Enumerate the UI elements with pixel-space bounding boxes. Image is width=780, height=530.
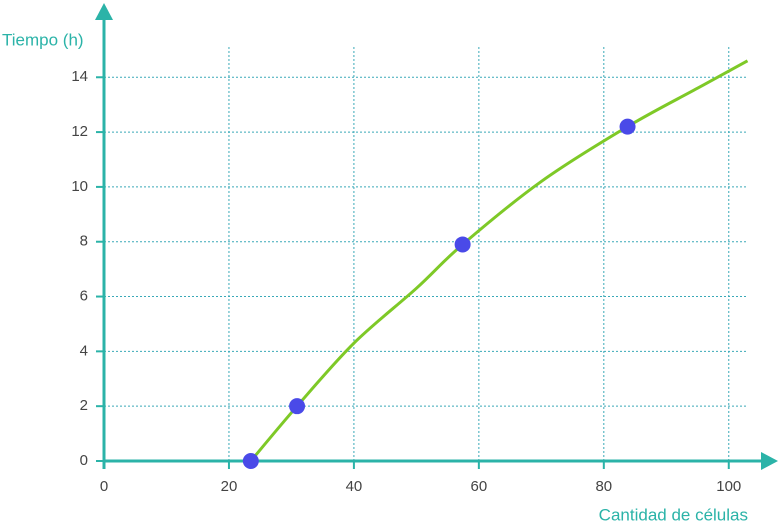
y-tick-label: 0 [80,452,88,469]
x-tick-label: 60 [471,478,488,495]
x-axis-label: Cantidad de células [599,505,748,524]
x-tick-label: 0 [100,478,108,495]
x-tick-label: 100 [716,478,741,495]
y-axis-arrow [95,3,113,20]
x-tick-label: 20 [221,478,238,495]
x-axis-arrow [761,452,778,470]
y-tick-label: 8 [80,233,88,250]
y-tick-label: 14 [71,68,88,85]
y-axis-label: Tiempo (h) [2,30,84,49]
data-point [619,118,636,135]
y-tick-label: 10 [71,178,88,195]
x-tick-label: 80 [595,478,612,495]
y-tick-label: 6 [80,288,88,305]
x-tick-label: 40 [346,478,363,495]
data-point [289,398,306,415]
curve [249,59,749,462]
y-tick-label: 4 [80,342,88,359]
y-tick-label: 12 [71,123,88,140]
y-tick-label: 2 [80,397,88,414]
data-point [454,236,471,253]
data-point [242,453,259,469]
